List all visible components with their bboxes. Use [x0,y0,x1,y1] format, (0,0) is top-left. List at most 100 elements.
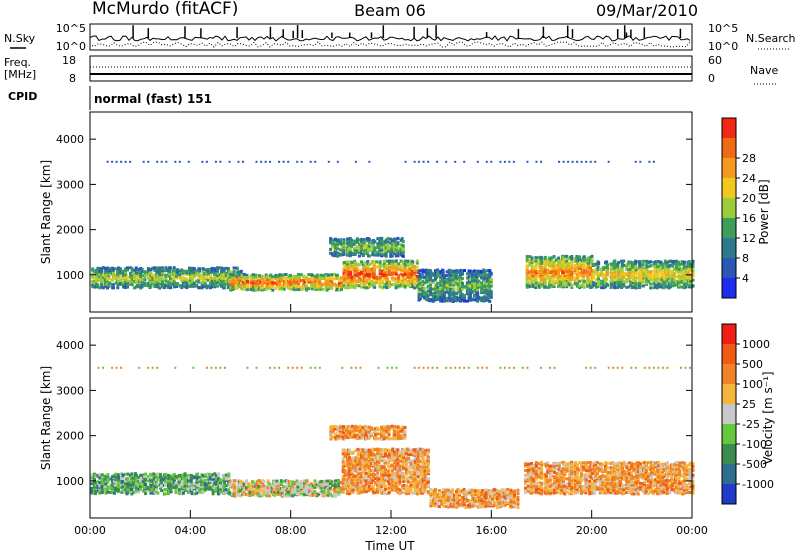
range-cell [176,282,180,286]
range-cell [343,268,347,272]
range-cell [293,486,297,490]
range-cell [302,481,306,485]
range-cell [558,269,562,273]
range-cell [582,265,586,269]
range-cell [223,491,226,495]
range-cell [394,237,398,241]
range-cell [251,288,255,292]
range-cell [350,244,354,248]
range-cell [190,268,194,272]
range-cell [371,458,375,462]
range-cell [415,484,419,487]
range-cell [101,273,105,277]
range-cell [117,282,121,286]
range-cell [677,285,681,289]
range-cell [386,259,389,263]
range-cell [192,492,196,496]
range-cell [625,271,629,275]
range-cell [377,481,381,485]
range-cell [316,287,320,291]
range-cell [168,272,172,276]
range-cell [336,254,340,258]
range-cell [222,280,226,283]
range-cell [576,266,580,270]
range-cell [200,481,204,485]
range-cell [364,490,368,493]
range-cell [537,285,541,289]
range-cell [210,281,214,285]
range-cell [185,272,189,276]
range-cell [216,275,219,279]
range-cell [371,462,375,466]
range-cell [251,273,255,277]
range-cell [557,282,561,286]
range-cell [198,274,202,277]
range-cell [259,489,263,492]
range-cell [393,248,397,252]
range-cell [343,452,347,456]
range-cell [648,160,651,163]
range-cell [401,250,405,254]
range-cell [393,238,397,242]
range-cell [111,489,114,493]
range-cell [413,463,417,467]
range-cell [296,285,300,289]
range-cell [540,276,544,280]
range-cell [436,274,440,278]
range-cell [386,270,389,274]
range-cell [394,280,398,283]
range-cell [613,259,617,263]
range-cell [121,269,125,273]
range-cell [206,268,210,272]
range-cell [642,259,645,263]
range-cell [443,294,446,298]
range-cell [413,482,417,486]
range-cell [672,280,676,284]
range-cell [456,298,460,302]
range-cell [114,489,118,493]
range-cell [557,256,561,260]
range-cell [669,259,672,263]
range-cell [525,280,529,284]
range-cell [98,476,102,480]
range-cell [486,275,490,279]
range-cell [294,284,298,288]
range-cell [452,275,456,279]
range-cell [665,268,669,272]
range-cell [213,486,217,490]
range-cell [206,272,210,276]
range-cell [183,487,187,491]
range-cell [373,273,377,277]
range-cell [143,281,147,285]
range-cell [557,261,561,265]
range-cell [689,279,693,283]
range-cell [540,270,544,274]
range-cell [486,289,490,293]
range-cell [210,279,214,283]
range-cell [429,275,433,279]
range-cell [245,481,248,485]
range-cell [351,481,355,485]
range-cell [371,491,375,495]
range-cell [656,262,660,266]
range-cell [384,478,387,482]
range-cell [203,483,207,487]
range-cell [360,237,364,241]
range-cell [677,267,681,271]
range-cell [268,482,272,486]
range-cell [629,265,633,268]
range-cell [390,254,394,258]
range-cell [188,490,192,493]
range-cell [305,491,309,495]
range-cell [370,464,374,468]
range-cell [426,271,430,274]
range-cell [134,475,138,479]
range-cell [373,264,377,268]
range-cell [473,289,477,293]
range-cell [269,276,273,280]
range-cell [94,283,98,287]
range-cell [114,485,118,489]
range-cell [374,448,377,452]
range-cell [164,472,167,476]
range-cell [242,490,246,494]
